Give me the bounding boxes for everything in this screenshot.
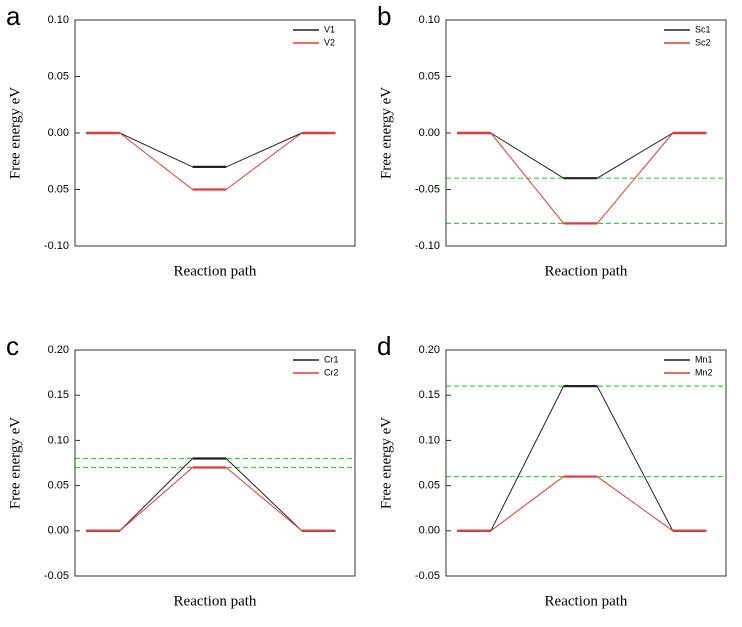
y-axis-title: Free energy eV [7,87,23,179]
y-tick-label: 0.15 [419,389,440,401]
y-tick-label: 0.20 [419,344,440,356]
connector [490,132,564,224]
connector [596,385,674,532]
connector [596,132,674,224]
panel: d Mn1 Mn2 -0.05 0.00 0.05 0.10 0.15 0.20 Free ene… [377,331,727,609]
y-axis-title: Free energy eV [7,417,23,509]
plot-frame [445,349,727,577]
panel-letter: d [377,331,391,361]
y-tick-label: 0.05 [48,70,69,82]
plot-frame [74,349,356,577]
y-tick-label: 0.00 [48,525,69,537]
connector [119,132,193,168]
x-axis-title: Reaction path [545,263,628,279]
y-tick-label: 0.10 [48,14,69,26]
y-tick-label: 0.05 [48,183,69,195]
y-tick-label: 0.05 [419,480,440,492]
y-tick-label: 0.00 [419,127,440,139]
x-axis-title: Reaction path [174,263,257,279]
connector [119,458,193,532]
y-tick-label: 0.10 [48,434,69,446]
y-tick-label: 0.00 [419,525,440,537]
connector [490,476,564,532]
panel: c Cr1 Cr2 -0.05 0.00 0.05 0.10 0.15 0.20 Free ene… [6,331,356,609]
y-axis-title: Free energy eV [378,417,394,509]
connector [490,385,565,532]
connector [225,132,303,190]
y-tick-label: -0.10 [415,240,440,252]
legend-label: Sc1 [695,24,711,34]
y-tick-label: -0.05 [415,570,440,582]
y-tick-label: 0.05 [48,480,69,492]
y-tick-label: 0.10 [419,14,440,26]
panel-letter: c [6,331,19,361]
connector [119,467,193,532]
y-tick-label: 0.20 [48,344,69,356]
panel: a V1 V2 -0.10 0.05 0.00 0.05 0.10 Free energy eV… [6,1,356,279]
connector [119,132,193,190]
legend-label: Cr1 [324,354,339,364]
legend-label: V1 [324,24,335,34]
connector [225,458,303,532]
y-tick-label: 0.10 [419,434,440,446]
y-tick-label: 0.15 [48,389,69,401]
panel: b Sc1 Sc2 -0.10 -0.05 0.00 0.05 0.10 Free energy… [377,1,727,279]
connector [490,132,564,179]
connector [596,476,674,532]
legend-label: Mn2 [695,367,713,377]
y-tick-label: -0.10 [44,240,69,252]
legend-label: Mn1 [695,354,713,364]
connector [225,132,303,168]
panel-letter: b [377,1,391,31]
x-axis-title: Reaction path [545,593,628,609]
legend-label: Sc2 [695,37,711,47]
x-axis-title: Reaction path [174,593,257,609]
connector [596,132,674,179]
y-tick-label: -0.05 [415,183,440,195]
y-tick-label: 0.00 [48,127,69,139]
legend-label: Cr2 [324,367,339,377]
y-tick-label: 0.05 [419,70,440,82]
connector [225,467,303,532]
legend-label: V2 [324,37,335,47]
y-axis-title: Free energy eV [378,87,394,179]
y-tick-label: -0.05 [44,570,69,582]
panel-letter: a [6,1,21,31]
